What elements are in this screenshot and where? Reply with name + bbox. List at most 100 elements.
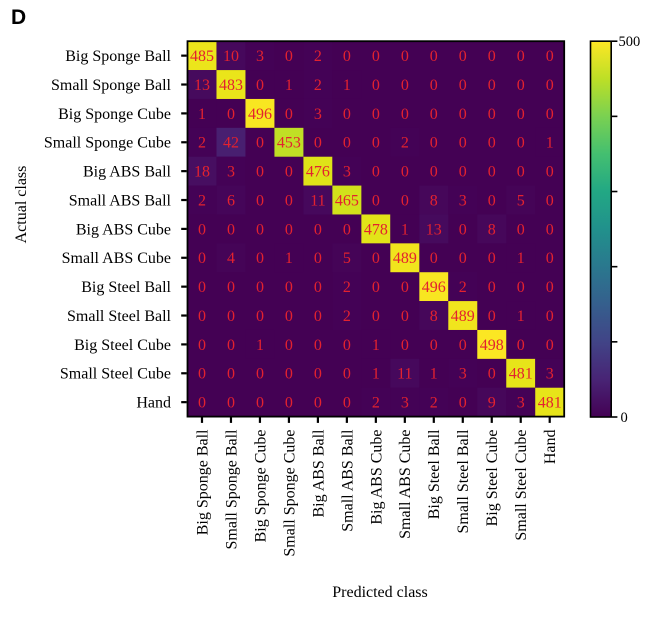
svg-text:0: 0 (546, 164, 554, 181)
svg-text:11: 11 (310, 192, 325, 209)
svg-text:0: 0 (198, 337, 206, 354)
svg-text:Big ABS Ball: Big ABS Ball (310, 429, 327, 518)
svg-text:Small Steel Cube: Small Steel Cube (513, 430, 530, 541)
svg-text:0: 0 (285, 48, 293, 65)
svg-text:0: 0 (314, 279, 322, 296)
svg-text:2: 2 (314, 48, 322, 65)
svg-text:0: 0 (198, 221, 206, 238)
svg-text:8: 8 (430, 192, 438, 209)
svg-text:0: 0 (343, 221, 351, 238)
svg-text:0: 0 (546, 250, 554, 267)
svg-text:0: 0 (517, 221, 525, 238)
svg-text:2: 2 (343, 308, 351, 325)
svg-text:1: 1 (517, 308, 525, 325)
svg-text:3: 3 (459, 366, 467, 383)
svg-text:0: 0 (227, 395, 235, 412)
svg-text:5: 5 (517, 192, 525, 209)
svg-text:500: 500 (619, 34, 641, 50)
svg-text:0: 0 (546, 77, 554, 94)
svg-text:0: 0 (488, 106, 496, 123)
svg-text:2: 2 (343, 279, 351, 296)
svg-text:0: 0 (256, 279, 264, 296)
svg-text:0: 0 (285, 106, 293, 123)
svg-text:0: 0 (488, 135, 496, 152)
svg-text:Big Steel Ball: Big Steel Ball (426, 429, 443, 519)
svg-text:0: 0 (256, 308, 264, 325)
svg-text:0: 0 (488, 279, 496, 296)
svg-text:2: 2 (459, 279, 467, 296)
svg-text:2: 2 (401, 135, 409, 152)
svg-text:8: 8 (488, 221, 496, 238)
svg-text:0: 0 (401, 337, 409, 354)
svg-text:0: 0 (256, 221, 264, 238)
svg-text:3: 3 (459, 192, 467, 209)
svg-text:0: 0 (314, 308, 322, 325)
svg-text:0: 0 (372, 308, 380, 325)
svg-text:1: 1 (343, 77, 351, 94)
svg-text:483: 483 (219, 77, 243, 94)
svg-text:0: 0 (488, 250, 496, 267)
svg-text:0: 0 (546, 337, 554, 354)
svg-text:481: 481 (538, 395, 562, 412)
svg-text:0: 0 (488, 192, 496, 209)
svg-text:0: 0 (372, 106, 380, 123)
svg-text:4: 4 (227, 250, 235, 267)
svg-text:0: 0 (198, 279, 206, 296)
svg-text:0: 0 (256, 135, 264, 152)
svg-text:Big ABS Ball: Big ABS Ball (83, 164, 172, 181)
svg-text:Big ABS Cube: Big ABS Cube (76, 221, 171, 238)
svg-text:0: 0 (488, 164, 496, 181)
svg-text:0: 0 (488, 48, 496, 65)
svg-text:0: 0 (430, 337, 438, 354)
svg-text:1: 1 (401, 221, 409, 238)
svg-text:0: 0 (343, 135, 351, 152)
svg-text:0: 0 (372, 192, 380, 209)
svg-text:0: 0 (459, 250, 467, 267)
svg-text:Big Steel Ball: Big Steel Ball (81, 279, 171, 296)
svg-text:0: 0 (256, 192, 264, 209)
svg-text:0: 0 (430, 106, 438, 123)
svg-text:0: 0 (430, 250, 438, 267)
svg-text:0: 0 (372, 77, 380, 94)
svg-text:0: 0 (285, 279, 293, 296)
svg-text:0: 0 (517, 135, 525, 152)
svg-text:1: 1 (546, 135, 554, 152)
svg-text:0: 0 (227, 366, 235, 383)
svg-text:2: 2 (314, 77, 322, 94)
svg-text:Big ABS Cube: Big ABS Cube (368, 430, 385, 525)
svg-text:0: 0 (285, 395, 293, 412)
svg-text:0: 0 (401, 308, 409, 325)
svg-text:0: 0 (343, 337, 351, 354)
svg-text:0: 0 (227, 308, 235, 325)
svg-text:1: 1 (256, 337, 264, 354)
svg-text:0: 0 (256, 164, 264, 181)
svg-text:0: 0 (517, 48, 525, 65)
svg-text:0: 0 (546, 48, 554, 65)
svg-text:1: 1 (198, 106, 206, 123)
svg-text:Hand: Hand (542, 430, 559, 465)
svg-text:Small ABS Cube: Small ABS Cube (62, 250, 171, 267)
svg-text:0: 0 (198, 308, 206, 325)
svg-text:6: 6 (227, 192, 235, 209)
svg-text:0: 0 (401, 279, 409, 296)
svg-text:0: 0 (459, 77, 467, 94)
svg-text:3: 3 (517, 395, 525, 412)
svg-text:0: 0 (198, 250, 206, 267)
svg-text:0: 0 (198, 366, 206, 383)
svg-text:0: 0 (401, 164, 409, 181)
svg-text:0: 0 (256, 250, 264, 267)
svg-text:0: 0 (256, 395, 264, 412)
svg-text:8: 8 (430, 308, 438, 325)
svg-text:0: 0 (459, 337, 467, 354)
svg-text:0: 0 (517, 77, 525, 94)
svg-text:2: 2 (198, 135, 206, 152)
svg-text:Small Sponge Cube: Small Sponge Cube (44, 135, 171, 152)
svg-text:0: 0 (517, 106, 525, 123)
svg-text:0: 0 (517, 279, 525, 296)
svg-text:496: 496 (422, 279, 446, 296)
svg-text:0: 0 (372, 135, 380, 152)
svg-text:465: 465 (335, 192, 359, 209)
svg-text:Predicted class: Predicted class (332, 584, 428, 601)
svg-text:Small Sponge Ball: Small Sponge Ball (51, 77, 172, 94)
svg-text:0: 0 (372, 250, 380, 267)
